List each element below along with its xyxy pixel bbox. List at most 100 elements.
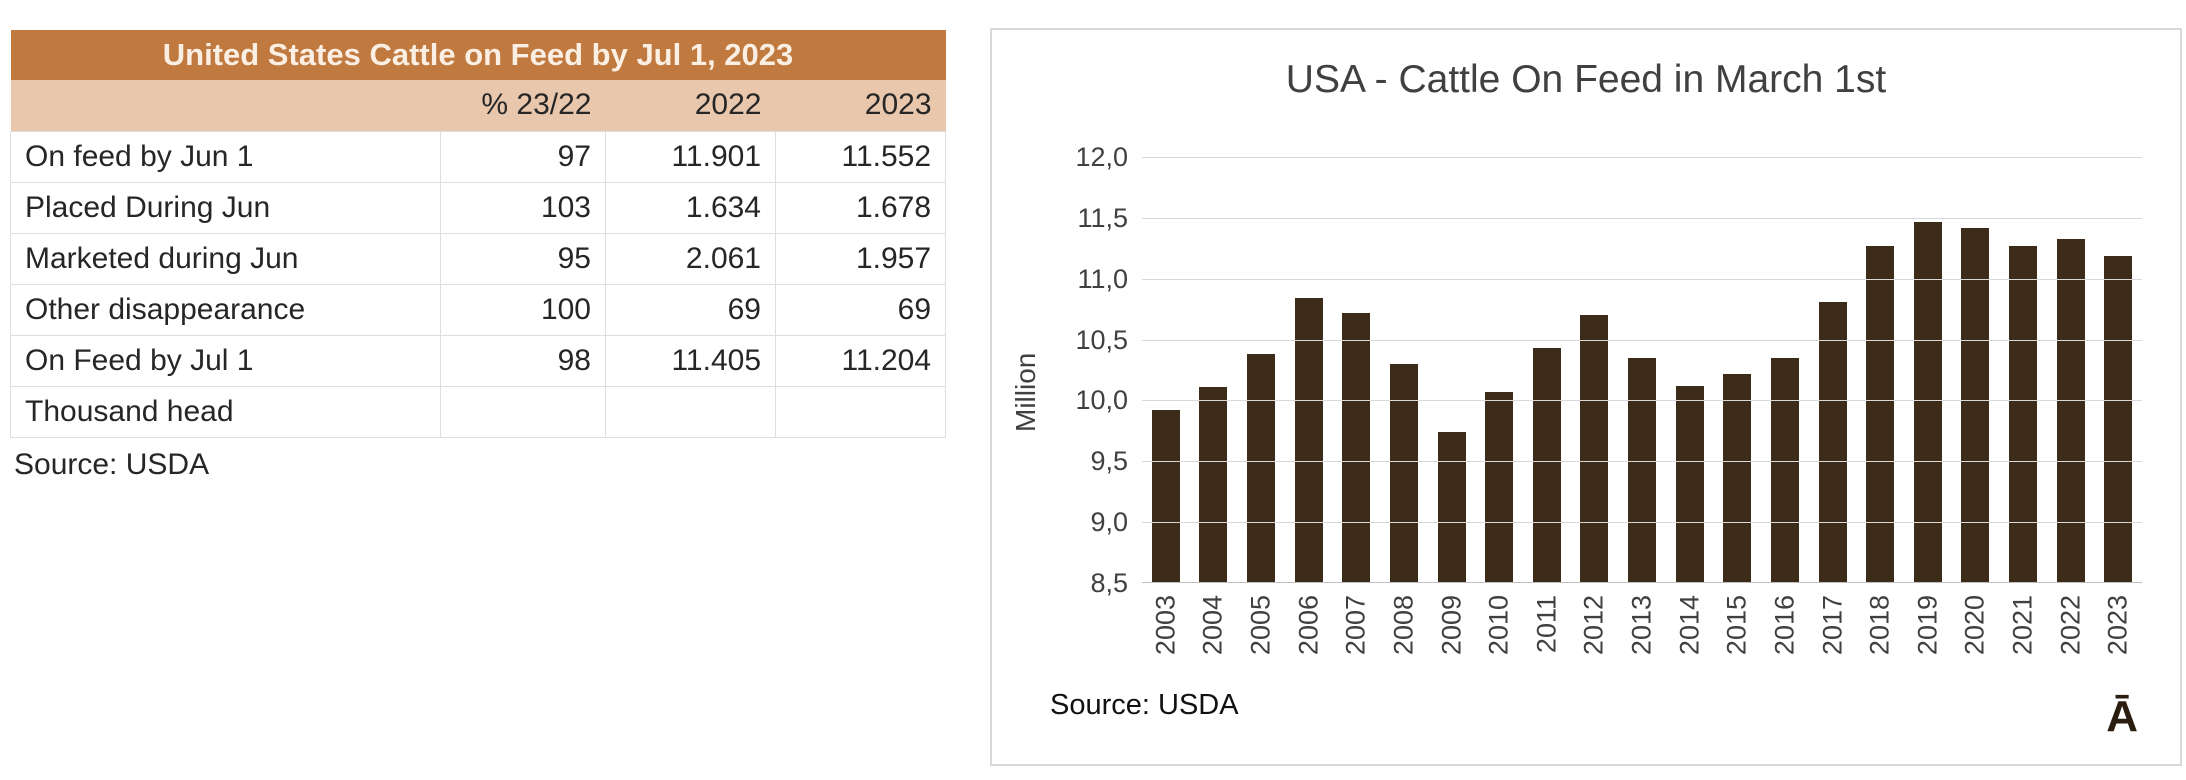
bar-slot: 2011	[1523, 157, 1571, 653]
value-cell: 100	[440, 283, 606, 336]
bar	[1294, 298, 1323, 583]
gridline	[1142, 400, 2142, 401]
x-tick-label: 2020	[1959, 595, 1990, 656]
x-tick-label: 2006	[1293, 595, 1324, 656]
value-cell: 11.901	[605, 130, 776, 183]
value-cell: 69	[605, 283, 776, 336]
gridline	[1142, 218, 2142, 219]
x-tick-label: 2019	[1912, 595, 1943, 656]
y-tick-label: 11,5	[1077, 203, 1128, 233]
bar	[1437, 432, 1466, 583]
value-cell: 1.957	[774, 232, 947, 285]
bar-slot: 2005	[1237, 157, 1285, 655]
bar-slot: 2015	[1714, 157, 1762, 655]
y-axis: 8,5 9,0 9,5 10,0 10,5 11,0 11,5 12,0	[1050, 142, 1128, 598]
table-row: On feed by Jun 1 97 11.901 11.552	[10, 130, 947, 183]
watermark-a: Ā	[2106, 692, 2138, 741]
table-title: United States Cattle on Feed by Jul 1, 2…	[10, 30, 946, 80]
column-header: 2023	[775, 80, 946, 131]
bar-slot: 2004	[1190, 157, 1238, 655]
x-tick-label: 2008	[1388, 595, 1419, 656]
value-cell: 69	[774, 283, 947, 336]
bar	[1770, 358, 1799, 583]
bar	[1151, 410, 1180, 583]
gridline	[1142, 582, 2142, 583]
table-source: Source: USDA	[14, 448, 210, 481]
table-body: On feed by Jun 1 97 11.901 11.552 Placed Dur…	[10, 130, 947, 438]
bar	[1723, 374, 1752, 583]
value-cell	[605, 385, 776, 438]
bar-slot: 2009	[1428, 157, 1476, 655]
bar-slot: 2019	[1904, 157, 1952, 655]
y-tick-label: 12,0	[1075, 142, 1128, 172]
gridline	[1142, 157, 2142, 158]
x-tick-label: 2017	[1817, 595, 1848, 656]
y-tick-label: 9,0	[1090, 507, 1128, 537]
bar	[1818, 302, 1847, 583]
row-label-cell: Other disappearance	[10, 283, 441, 336]
bar	[1628, 358, 1657, 583]
x-tick-label: 2021	[2007, 595, 2038, 656]
y-tick-label: 9,5	[1090, 446, 1128, 476]
bar	[2056, 239, 2085, 583]
x-tick-label: 2013	[1626, 595, 1657, 656]
bar	[2104, 256, 2133, 583]
row-label-cell: On Feed by Jul 1	[10, 334, 441, 387]
y-tick-label: 10,0	[1075, 385, 1128, 415]
bar-slot: 2023	[2095, 157, 2143, 655]
chart-panel: USA - Cattle On Feed in March 1st Millio…	[990, 28, 2182, 766]
bar	[1389, 364, 1418, 583]
value-cell: 97	[440, 130, 606, 183]
value-cell: 1.634	[605, 181, 776, 234]
bar-slot: 2018	[1856, 157, 1904, 655]
table-row: Thousand head	[10, 385, 947, 438]
x-tick-label: 2022	[2055, 595, 2086, 656]
value-cell: 11.405	[605, 334, 776, 387]
gridline	[1142, 279, 2142, 280]
value-cell: 1.678	[774, 181, 947, 234]
column-header: 2022	[605, 80, 776, 131]
row-label-cell: Marketed during Jun	[10, 232, 441, 285]
bar	[2009, 246, 2038, 583]
value-cell: 95	[440, 232, 606, 285]
x-tick-label: 2018	[1864, 595, 1895, 656]
bars: 2003 2004 2005 2006 2007 2008 2009 2010 2011 2012…	[1142, 157, 2143, 655]
x-tick-label: 2010	[1483, 595, 1514, 656]
bar-slot: 2017	[1809, 157, 1857, 655]
value-cell: 11.552	[774, 130, 947, 183]
bar	[1580, 315, 1609, 583]
value-cell: 103	[440, 181, 606, 234]
bar-slot: 2008	[1380, 157, 1428, 655]
gridline	[1142, 340, 2142, 341]
x-tick-label: 2004	[1197, 595, 1228, 656]
x-tick-label: 2005	[1245, 595, 1276, 656]
column-header: % 23/22	[440, 80, 606, 131]
table-row: Placed During Jun 103 1.634 1.678	[10, 181, 947, 234]
gridline	[1142, 522, 2142, 523]
bar	[1247, 354, 1276, 583]
bar-slot: 2020	[1952, 157, 2000, 655]
table-row: Marketed during Jun 95 2.061 1.957	[10, 232, 947, 285]
table-row: On Feed by Jul 1 98 11.405 11.204	[10, 334, 947, 387]
x-tick-label: 2014	[1674, 595, 1705, 656]
column-header	[10, 80, 441, 131]
bar	[1342, 313, 1371, 583]
bar	[1532, 348, 1561, 583]
bar-slot: 2006	[1285, 157, 1333, 655]
bar-slot: 2003	[1142, 157, 1190, 655]
bar-slot: 2022	[2047, 157, 2095, 655]
row-label-cell: Placed During Jun	[10, 181, 441, 234]
bar	[1485, 392, 1514, 583]
x-tick-label: 2007	[1340, 595, 1371, 656]
value-cell: 11.204	[774, 334, 947, 387]
bar	[1199, 387, 1228, 583]
bar	[1961, 228, 1990, 583]
value-cell	[440, 385, 606, 438]
table-header-row: % 23/22 2022 2023	[10, 80, 946, 131]
x-tick-label: 2023	[2102, 595, 2133, 656]
x-tick-label: 2011	[1531, 595, 1562, 654]
bar-slot: 2007	[1333, 157, 1381, 655]
row-label-cell: Thousand head	[10, 385, 441, 438]
table-row: Other disappearance 100 69 69	[10, 283, 947, 336]
